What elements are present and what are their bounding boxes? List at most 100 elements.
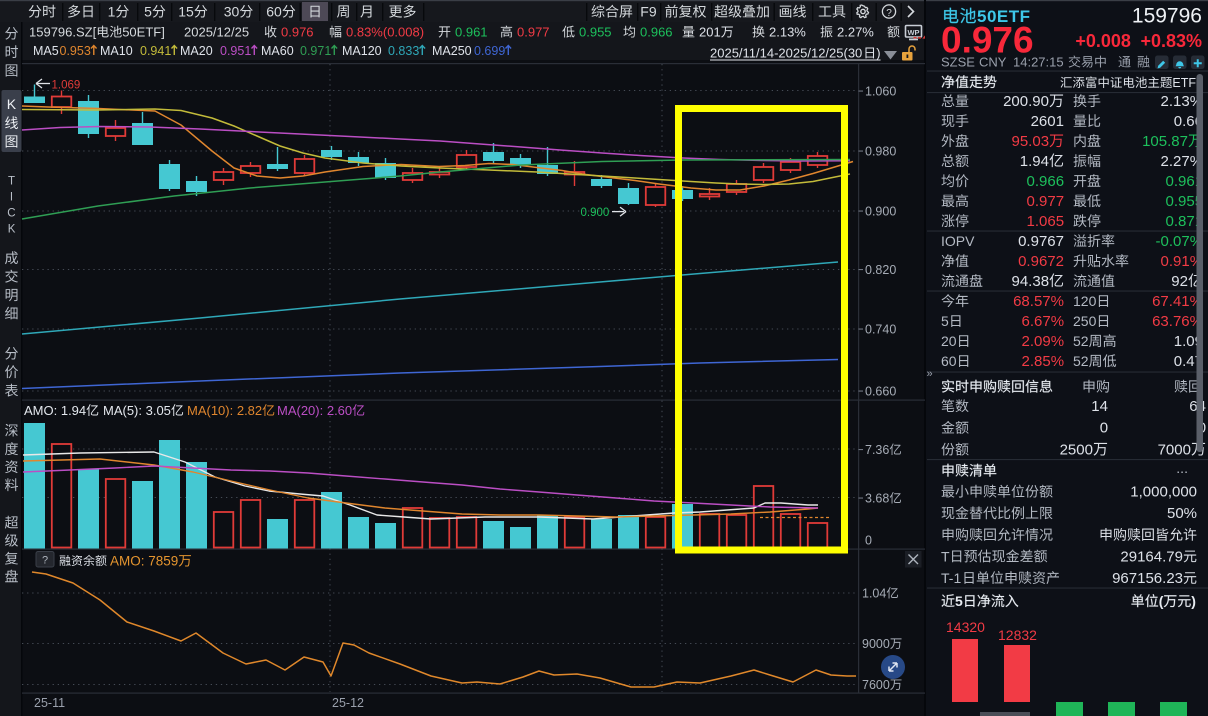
svg-text:T: T <box>941 548 950 564</box>
svg-text:1.069: 1.069 <box>52 80 81 92</box>
svg-text:3.68: 3.68 <box>865 492 889 506</box>
svg-text:50ETF]: 50ETF] <box>122 25 165 40</box>
svg-text:14320: 14320 <box>946 619 985 635</box>
svg-text:F9: F9 <box>640 4 657 20</box>
svg-text:0.83%(0.008): 0.83%(0.008) <box>346 25 424 40</box>
svg-text:7000: 7000 <box>1158 441 1191 458</box>
svg-text:0.971: 0.971 <box>300 44 331 58</box>
svg-text:AMO: 1.94: AMO: 1.94 <box>24 403 86 418</box>
svg-text:0.833: 0.833 <box>388 44 419 58</box>
svg-text:0: 0 <box>865 534 872 548</box>
svg-text:5: 5 <box>955 593 963 609</box>
svg-text:92: 92 <box>1171 273 1188 290</box>
svg-text:2025/11/14-2025/12/25(30: 2025/11/14-2025/12/25(30 <box>710 46 862 61</box>
svg-text:0.977: 0.977 <box>1027 193 1065 210</box>
svg-text:1,000,000: 1,000,000 <box>1130 484 1197 501</box>
svg-text:12832: 12832 <box>998 627 1037 643</box>
svg-text:52: 52 <box>1073 353 1089 369</box>
svg-text:?: ? <box>886 8 892 19</box>
svg-text:0.900: 0.900 <box>581 207 610 219</box>
svg-text:0.966: 0.966 <box>640 25 673 40</box>
svg-text:IOPV: IOPV <box>941 233 975 249</box>
svg-text:52: 52 <box>1073 333 1089 349</box>
svg-text:5: 5 <box>144 4 152 20</box>
svg-text:1.94: 1.94 <box>1020 153 1049 170</box>
svg-text:0.820: 0.820 <box>865 263 896 277</box>
svg-text:MA(5): 3.05: MA(5): 3.05 <box>103 403 171 418</box>
svg-text:60: 60 <box>941 353 957 369</box>
svg-text:C: C <box>7 208 15 220</box>
svg-text:0.660: 0.660 <box>865 385 896 399</box>
svg-text:29164.79: 29164.79 <box>1120 548 1183 565</box>
svg-text:63.76%: 63.76% <box>1152 313 1203 330</box>
svg-text:967156.23: 967156.23 <box>1112 570 1183 587</box>
svg-text:0.871: 0.871 <box>1166 213 1204 230</box>
svg-text:0.740: 0.740 <box>865 323 896 337</box>
svg-text:201: 201 <box>699 25 721 40</box>
svg-text:5: 5 <box>941 313 949 329</box>
svg-text:1.09: 1.09 <box>1174 333 1203 350</box>
svg-text:»: » <box>927 368 933 380</box>
svg-text:0.961: 0.961 <box>1166 173 1204 190</box>
svg-text:200.90: 200.90 <box>1003 93 1049 110</box>
svg-text:7.36: 7.36 <box>865 443 889 457</box>
svg-text:14:27:15: 14:27:15 <box>1013 55 1064 70</box>
svg-text:T-1: T-1 <box>941 570 961 586</box>
svg-text:30: 30 <box>224 4 240 20</box>
svg-text:0.977: 0.977 <box>517 25 550 40</box>
svg-text:AMO: 7859: AMO: 7859 <box>110 554 178 569</box>
svg-text:20: 20 <box>941 333 957 349</box>
svg-text:0.91%: 0.91% <box>1161 253 1204 270</box>
svg-text:120: 120 <box>1073 293 1097 309</box>
svg-text:159796: 159796 <box>1132 5 1202 28</box>
svg-text:0.955: 0.955 <box>579 25 612 40</box>
svg-text:0.9672: 0.9672 <box>1018 253 1064 270</box>
svg-text:): ) <box>1191 593 1196 609</box>
svg-text:0.47: 0.47 <box>1174 353 1203 370</box>
svg-text:50ETF: 50ETF <box>977 7 1031 26</box>
svg-text:): ) <box>876 46 880 61</box>
svg-text:1: 1 <box>108 4 116 20</box>
svg-text:2025/12/25: 2025/12/25 <box>184 25 249 40</box>
svg-text:CNY: CNY <box>979 55 1007 70</box>
svg-text:15: 15 <box>178 4 194 20</box>
svg-text:0.976: 0.976 <box>941 20 1034 61</box>
svg-text:0.961: 0.961 <box>455 25 488 40</box>
svg-text:ETF: ETF <box>1172 76 1196 90</box>
svg-text:95.03: 95.03 <box>1012 133 1050 150</box>
svg-text:2601: 2601 <box>1031 113 1064 130</box>
svg-text:0.941: 0.941 <box>140 44 171 58</box>
svg-text:0.976: 0.976 <box>281 25 314 40</box>
svg-text:0.9767: 0.9767 <box>1018 233 1064 250</box>
svg-text:WP: WP <box>907 28 919 37</box>
svg-text:(: ( <box>1159 593 1164 609</box>
svg-text:MA60: MA60 <box>261 44 294 58</box>
svg-text:94.38: 94.38 <box>1012 273 1050 290</box>
svg-text:0.951: 0.951 <box>220 44 251 58</box>
svg-text:1.060: 1.060 <box>865 85 896 99</box>
svg-text:MA10: MA10 <box>100 44 133 58</box>
svg-text:?: ? <box>42 555 48 567</box>
svg-text:1.065: 1.065 <box>1027 213 1065 230</box>
svg-text:159796.SZ[: 159796.SZ[ <box>29 25 97 40</box>
svg-text:2.27%: 2.27% <box>837 25 874 40</box>
svg-text:0.955: 0.955 <box>1166 193 1204 210</box>
svg-text:9000: 9000 <box>862 637 890 651</box>
svg-text:0.699: 0.699 <box>474 44 505 58</box>
svg-text:2.13%: 2.13% <box>1161 93 1204 110</box>
svg-text:-0.07%: -0.07% <box>1156 233 1204 250</box>
svg-text:0: 0 <box>1100 420 1108 437</box>
svg-text:60: 60 <box>266 4 282 20</box>
svg-text:T: T <box>8 176 15 188</box>
svg-text:2.09%: 2.09% <box>1022 333 1065 350</box>
svg-text:+0.83%: +0.83% <box>1141 31 1203 51</box>
svg-text:MA120: MA120 <box>342 44 382 58</box>
svg-text:MA5: MA5 <box>33 44 59 58</box>
svg-text:MA(20): 2.60: MA(20): 2.60 <box>277 403 352 418</box>
svg-text:...: ... <box>1176 460 1188 476</box>
svg-text:250: 250 <box>1073 313 1097 329</box>
svg-text:0.966: 0.966 <box>1027 173 1065 190</box>
svg-text:MA20: MA20 <box>180 44 213 58</box>
svg-text:50%: 50% <box>1167 505 1197 522</box>
svg-text:K: K <box>7 96 17 112</box>
